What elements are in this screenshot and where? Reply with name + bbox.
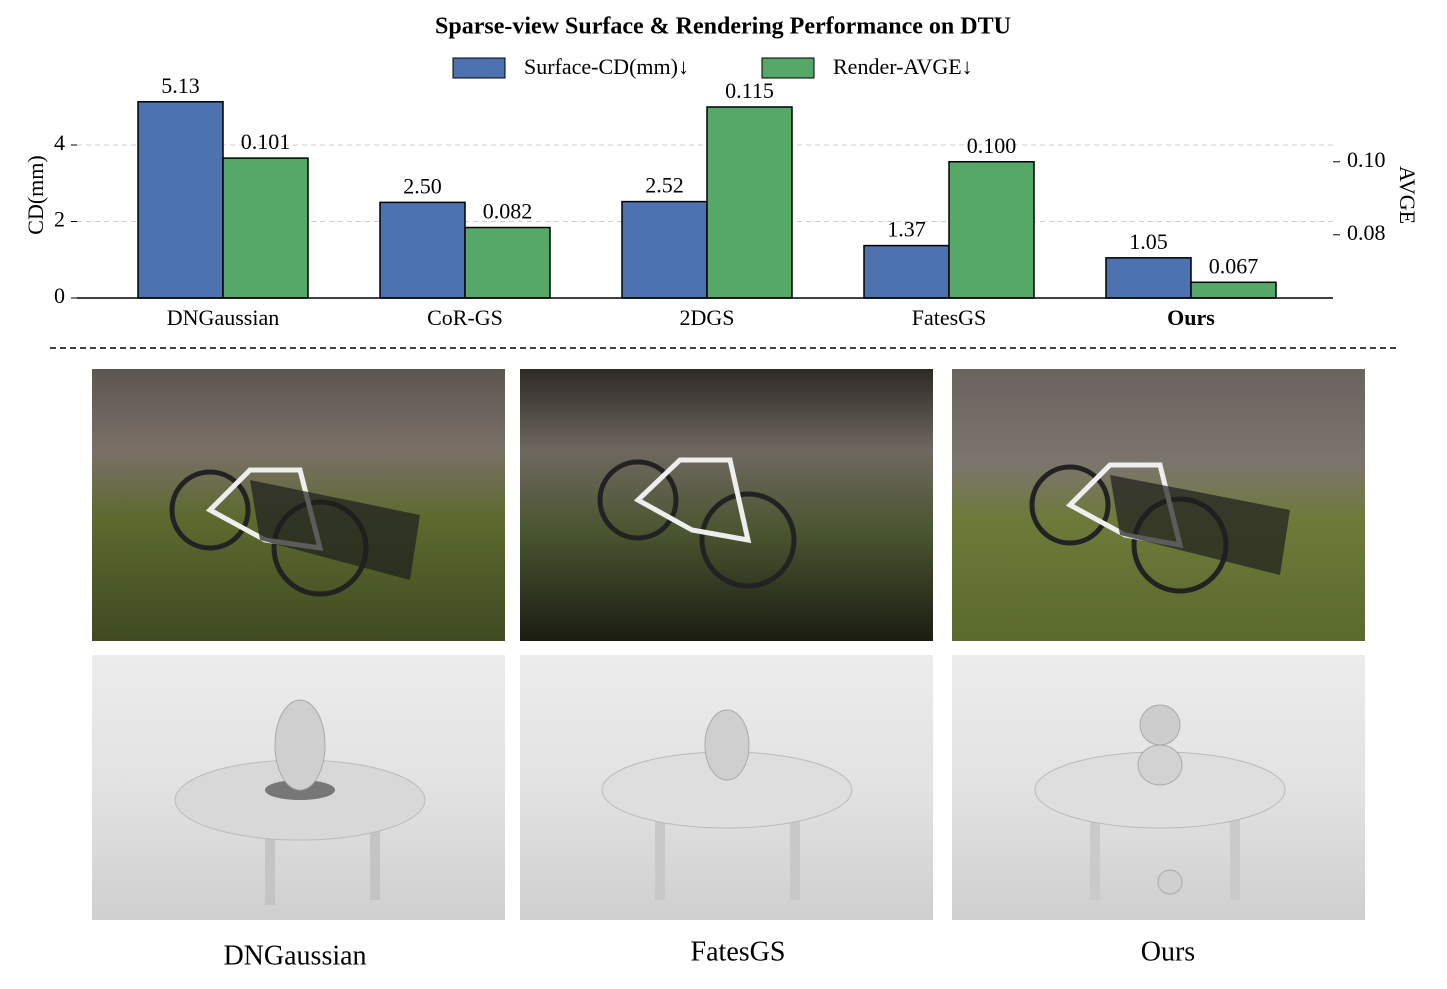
bar bbox=[1105, 257, 1192, 299]
mesh-image bbox=[92, 655, 505, 920]
bar bbox=[464, 226, 551, 299]
render-image bbox=[952, 369, 1365, 641]
x-tick-label: Ours bbox=[1167, 305, 1215, 330]
y2-tick-label: 0.08 bbox=[1347, 220, 1386, 245]
value-label: 0.115 bbox=[725, 78, 774, 103]
x-tick-label: 2DGS bbox=[679, 305, 734, 330]
image-grid bbox=[92, 369, 1365, 920]
render-image bbox=[92, 369, 505, 641]
value-label: 2.52 bbox=[645, 173, 684, 198]
y2-tick-label: 0.10 bbox=[1347, 147, 1386, 172]
chart-title: Sparse-view Surface & Rendering Performa… bbox=[435, 14, 1011, 40]
value-label: 0.100 bbox=[967, 133, 1017, 158]
caption: FatesGS bbox=[691, 936, 786, 967]
legend-swatch bbox=[761, 57, 815, 79]
legend-label: Surface-CD(mm)↓ bbox=[524, 54, 689, 79]
y-tick-label: 4 bbox=[54, 130, 65, 155]
bar-chart: Sparse-view Surface & Rendering Performa… bbox=[23, 14, 1420, 331]
y-axis-label: CD(mm) bbox=[23, 155, 48, 234]
bar bbox=[379, 201, 466, 299]
value-label: 1.37 bbox=[887, 217, 926, 242]
render-image bbox=[520, 369, 933, 641]
bar bbox=[222, 157, 309, 299]
value-label: 5.13 bbox=[161, 73, 200, 98]
value-label: 0.101 bbox=[241, 129, 291, 154]
bar bbox=[137, 101, 224, 299]
bar bbox=[621, 200, 708, 299]
value-label: 0.082 bbox=[483, 199, 533, 224]
mesh-image bbox=[520, 655, 933, 920]
y2-axis-label: AVGE bbox=[1395, 166, 1420, 224]
y-tick-label: 2 bbox=[54, 207, 65, 232]
mesh-image bbox=[952, 655, 1365, 920]
value-label: 1.05 bbox=[1129, 229, 1168, 254]
bar bbox=[863, 244, 950, 299]
value-label: 2.50 bbox=[403, 173, 442, 198]
bar bbox=[948, 161, 1035, 299]
x-tick-label: DNGaussian bbox=[167, 305, 279, 330]
legend-label: Render-AVGE↓ bbox=[833, 54, 973, 79]
caption: Ours bbox=[1141, 936, 1195, 967]
x-tick-label: FatesGS bbox=[912, 305, 987, 330]
y-tick-label: 0 bbox=[54, 283, 65, 308]
bar bbox=[706, 106, 793, 299]
bar bbox=[1190, 281, 1277, 299]
x-tick-label: CoR-GS bbox=[427, 305, 503, 330]
value-label: 0.067 bbox=[1209, 253, 1259, 278]
caption: DNGaussian bbox=[223, 940, 366, 971]
legend-swatch bbox=[452, 57, 506, 79]
